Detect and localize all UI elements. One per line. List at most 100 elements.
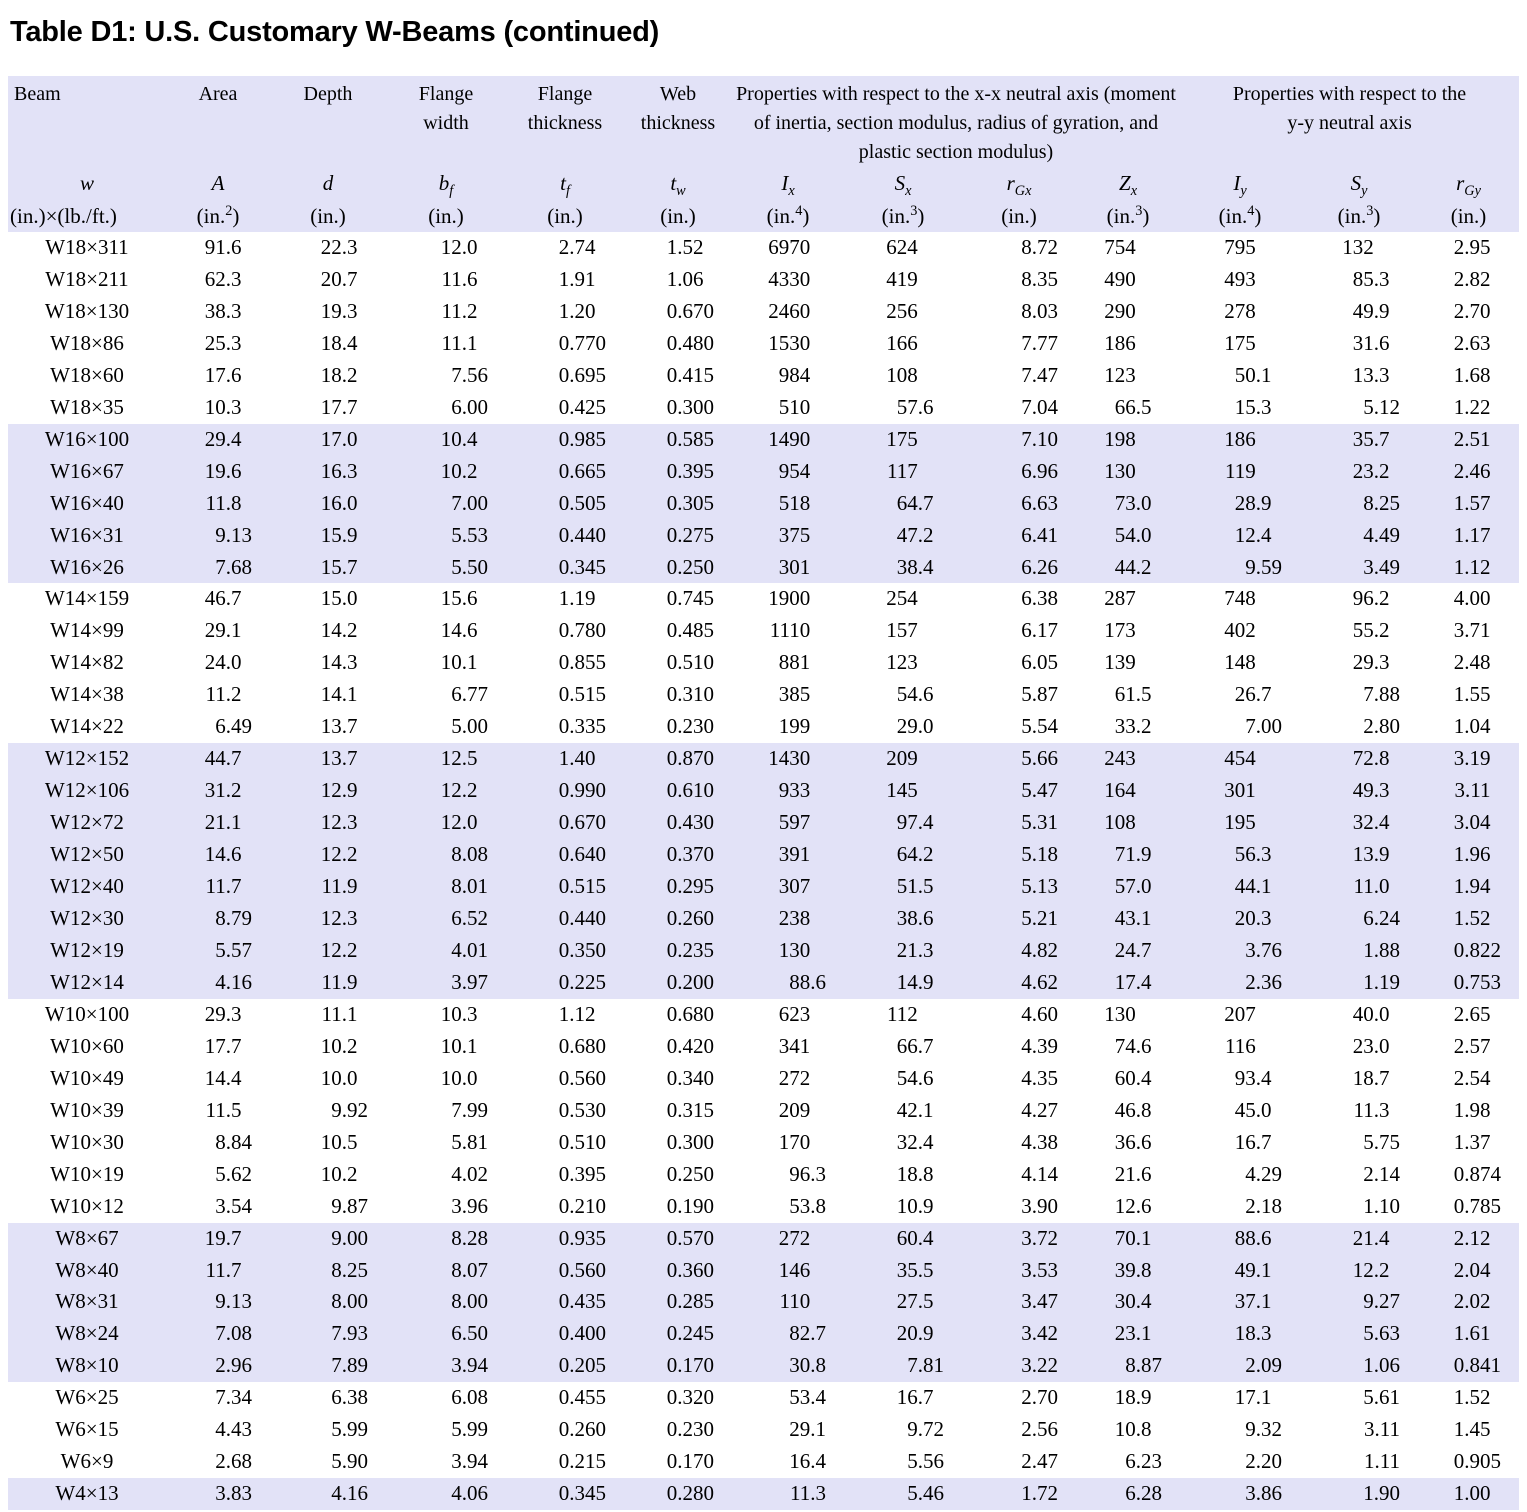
value-cell: 12.5 [386, 743, 506, 776]
symbol-header: A [166, 168, 270, 203]
unit-header: (in.) [270, 203, 386, 232]
value-cell: 21.4 [1300, 1222, 1419, 1255]
unit-header: (in.) [624, 203, 732, 232]
table-row: W18×86 25.3 18.4 11.1 0.770 0.480 1530 166 7.77 1… [8, 328, 1519, 360]
value-cell: 31.6 [1352, 330, 1390, 355]
value-cell: 4.82 [962, 934, 1076, 967]
value-cell: 10.5 [320, 1129, 358, 1154]
value-cell: 31.2 [166, 775, 270, 808]
value-cell: 0.430 [624, 807, 732, 840]
value-cell: 64.7 [844, 487, 962, 520]
col-header-yy-properties: Properties with respect to the y-y neutr… [1180, 76, 1520, 168]
beam-cell: W12×72 [8, 807, 166, 840]
value-cell: 7.77 [1021, 330, 1058, 355]
beam-cell: W14×22 [50, 714, 124, 739]
value-cell: 11.7 [166, 1254, 270, 1287]
value-cell: 8.28 [386, 1222, 506, 1255]
value-cell: 6.49 [215, 714, 252, 739]
value-cell: 50.1 [1234, 362, 1272, 387]
unit-header: (in.3) [1300, 203, 1419, 232]
value-cell: 1530 [768, 330, 811, 355]
value-cell: 3.72 [962, 1222, 1076, 1255]
value-cell: 0.753 [1418, 966, 1520, 999]
value-cell: 93.4 [1234, 1065, 1272, 1090]
table-row: W12×50 14.6 12.2 8.08 0.640 0.370 391 64.2 5.18 7… [8, 839, 1520, 872]
value-cell: 6.26 [962, 551, 1076, 584]
value-cell: 2.70 [1021, 1385, 1058, 1410]
value-cell: 2.14 [1363, 1161, 1401, 1186]
value-cell: 5.90 [331, 1449, 368, 1474]
symbol-header: tf [506, 168, 624, 203]
value-cell: 954 [732, 455, 844, 488]
value-cell: 0.665 [506, 455, 624, 488]
value-cell: 0.370 [624, 839, 732, 872]
value-cell: 3.76 [1180, 934, 1301, 967]
table-row: W12×30 8.79 12.3 6.52 0.440 0.260 238 38.6 5.21 4… [8, 903, 1520, 935]
value-cell: 16.3 [270, 455, 386, 488]
value-cell: 46.8 [1114, 1097, 1152, 1122]
beam-cell: W8×24 [8, 1318, 166, 1351]
value-cell: 3.97 [386, 966, 506, 999]
value-cell: 0.680 [666, 1001, 714, 1026]
value-cell: 0.874 [1453, 1161, 1502, 1186]
symbol-header: Zx [1076, 168, 1181, 203]
value-cell: 6.23 [1125, 1449, 1163, 1474]
value-cell: 1.37 [1453, 1129, 1491, 1154]
value-cell: 6.05 [1021, 650, 1058, 675]
value-cell: 209 [844, 743, 962, 776]
value-cell: 0.841 [1418, 1350, 1520, 1383]
value-cell: 0.985 [506, 423, 624, 456]
value-cell: 1.06 [666, 266, 704, 291]
value-cell: 493 [1224, 266, 1256, 291]
beam-cell: W14×99 [50, 618, 124, 643]
value-cell: 88.6 [732, 966, 844, 999]
value-cell: 6.52 [386, 903, 506, 935]
value-cell: 8.01 [386, 871, 506, 904]
value-cell: 490 [1104, 266, 1136, 291]
value-cell: 9.92 [331, 1097, 368, 1122]
value-cell: 44.2 [1076, 551, 1181, 584]
value-cell: 0.230 [666, 714, 714, 739]
value-cell: 1.94 [1418, 871, 1520, 904]
value-cell: 1.12 [558, 1001, 596, 1026]
value-cell: 44.1 [1180, 871, 1301, 904]
value-cell: 11.2 [441, 298, 478, 323]
value-cell: 5.00 [451, 714, 488, 739]
value-cell: 1.90 [1300, 1478, 1419, 1511]
value-cell: 35.7 [1300, 423, 1419, 456]
value-cell: 4.06 [386, 1478, 506, 1511]
symbol-header: rGy [1418, 168, 1520, 203]
value-cell: 0.560 [558, 1065, 606, 1090]
value-cell: 4.38 [1021, 1129, 1058, 1154]
value-cell: 4.14 [1021, 1161, 1058, 1186]
value-cell: 29.1 [789, 1417, 826, 1442]
value-cell: 9.13 [166, 1286, 270, 1319]
value-cell: 15.9 [270, 519, 386, 552]
value-cell: 11.5 [205, 1097, 242, 1122]
beam-cell: W16×31 [8, 519, 166, 552]
value-cell: 4.39 [1021, 1033, 1058, 1058]
value-cell: 419 [886, 266, 918, 291]
col-header-xx-properties: Properties with respect to the x-x neutr… [732, 76, 1181, 168]
unit-header: (in.) [506, 203, 624, 232]
value-cell: 0.435 [506, 1286, 624, 1319]
value-cell: 1.19 [1300, 966, 1419, 999]
value-cell: 30.8 [732, 1350, 844, 1383]
value-cell: 1.00 [1418, 1478, 1520, 1511]
value-cell: 46.7 [204, 586, 242, 611]
value-cell: 6.08 [451, 1385, 488, 1410]
beam-cell: W18×86 [50, 330, 124, 355]
value-cell: 56.3 [1180, 839, 1301, 872]
value-cell: 12.3 [270, 807, 386, 840]
beam-cell: W8×40 [8, 1254, 166, 1287]
value-cell: 0.855 [558, 650, 606, 675]
value-cell: 3.86 [1180, 1478, 1301, 1511]
value-cell: 1.20 [558, 298, 596, 323]
value-cell: 2.09 [1180, 1350, 1301, 1383]
value-cell: 57.6 [896, 394, 934, 419]
value-cell: 0.235 [624, 934, 732, 967]
value-cell: 14.3 [320, 650, 358, 675]
value-cell: 0.280 [624, 1478, 732, 1511]
value-cell: 0.260 [558, 1417, 606, 1442]
value-cell: 4.01 [386, 934, 506, 967]
